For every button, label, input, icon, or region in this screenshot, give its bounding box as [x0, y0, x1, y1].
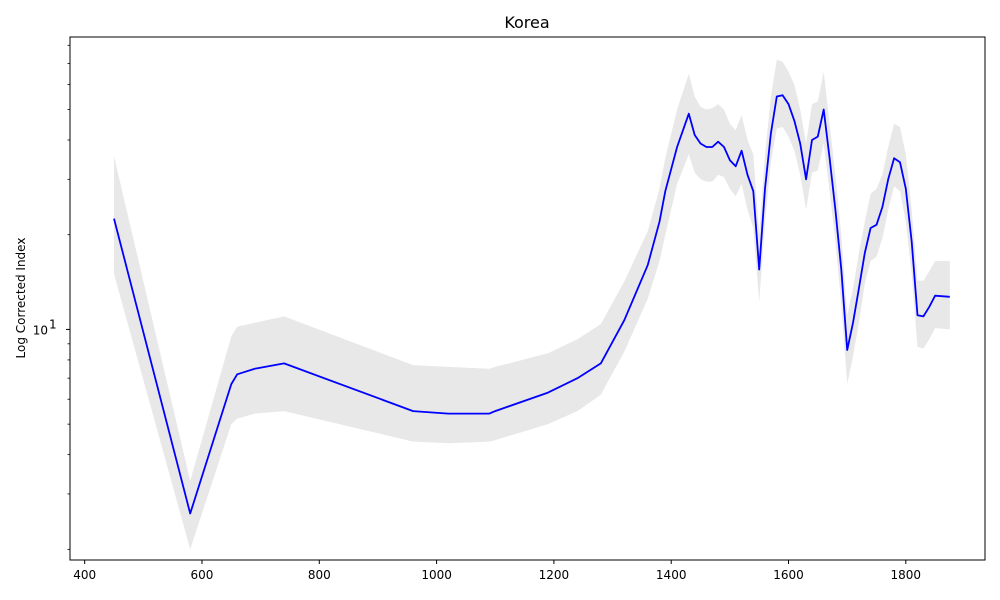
x-axis: 400 600 800 1000 1200 1400 1600 1800 — [73, 560, 921, 582]
y-axis-label: Log Corrected Index — [14, 238, 28, 359]
x-tick-label: 400 — [73, 568, 96, 582]
x-tick-label: 600 — [191, 568, 214, 582]
y-tick-label-exponent: 1 — [49, 317, 57, 331]
x-tick-label: 1800 — [891, 568, 922, 582]
plot-area — [113, 59, 950, 550]
plot-frame — [69, 36, 986, 561]
y-axis: 10 1 — [33, 44, 70, 550]
x-tick-label: 1000 — [421, 568, 452, 582]
confidence-band — [114, 59, 950, 550]
x-tick-label: 1200 — [539, 568, 570, 582]
y-tick-label: 10 — [33, 323, 48, 337]
x-tick-label: 1400 — [656, 568, 687, 582]
x-tick-label: 800 — [308, 568, 331, 582]
series-line — [113, 94, 950, 515]
chart-title: Korea — [504, 13, 549, 32]
x-tick-label: 1600 — [773, 568, 804, 582]
